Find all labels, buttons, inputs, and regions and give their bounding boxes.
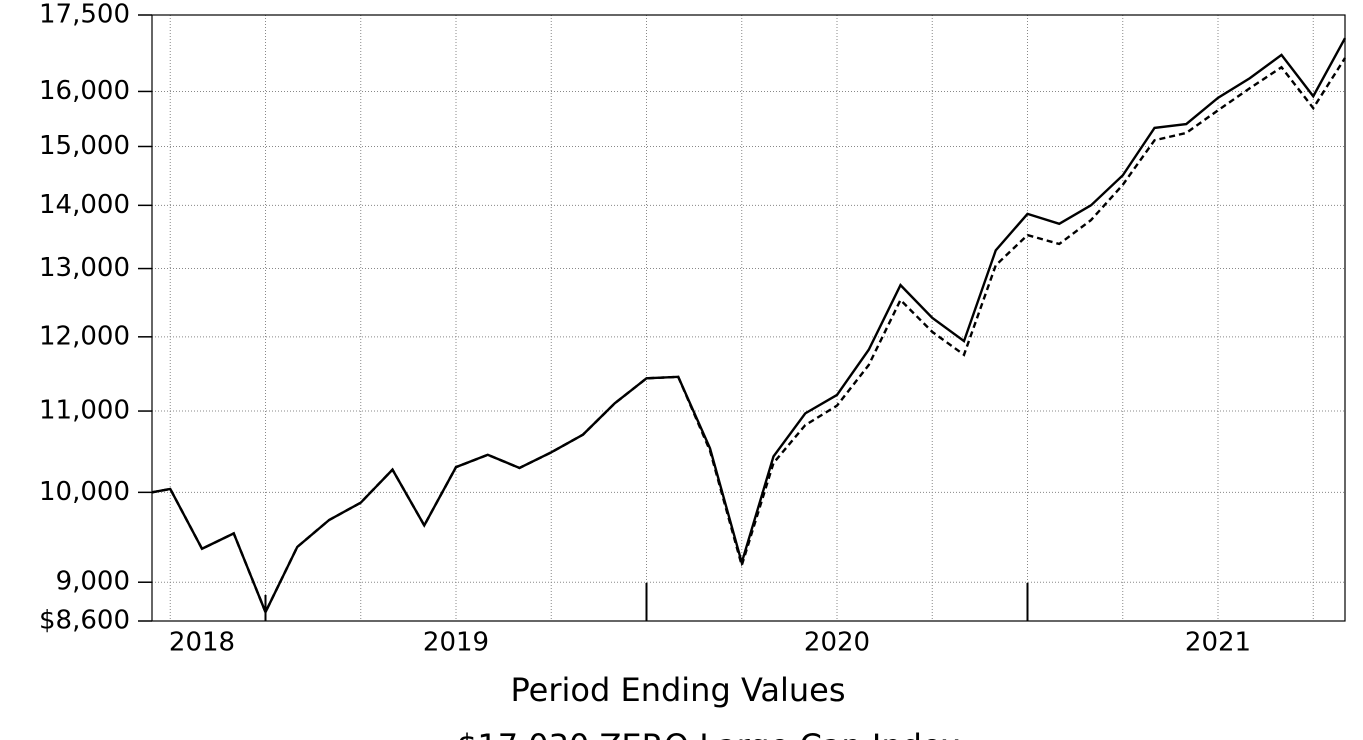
y-tick-label: 14,000 bbox=[39, 190, 130, 220]
y-tick-label: 11,000 bbox=[39, 396, 130, 426]
x-tick-label: 2020 bbox=[804, 628, 870, 658]
y-tick-label: 16,000 bbox=[39, 76, 130, 106]
y-tick-label: 10,000 bbox=[39, 477, 130, 507]
plot-frame bbox=[151, 14, 1346, 622]
y-tick-label: $8,600 bbox=[39, 606, 130, 636]
series-line bbox=[151, 57, 1347, 616]
x-tick-label: 2019 bbox=[423, 628, 489, 658]
legend-label: $17,030 ZERO Large Cap Index bbox=[457, 727, 960, 740]
y-tick-label: 13,000 bbox=[39, 253, 130, 283]
series-line bbox=[151, 37, 1347, 616]
y-tick-label: 15,000 bbox=[39, 131, 130, 161]
x-tick-label: 2021 bbox=[1185, 628, 1251, 658]
x-axis-title: Period Ending Values bbox=[511, 671, 846, 709]
y-tick-label: 9,000 bbox=[56, 567, 130, 597]
y-tick-label: 17,500 bbox=[39, 0, 130, 30]
x-tick-label: 2018 bbox=[169, 628, 235, 658]
y-tick-label: 12,000 bbox=[39, 321, 130, 351]
